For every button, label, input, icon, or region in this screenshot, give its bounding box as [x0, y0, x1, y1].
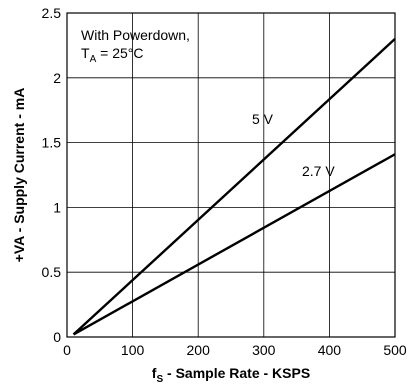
plot-frame	[66, 12, 396, 338]
x-tick-labels: 0 100 200 300 400 500	[63, 342, 407, 358]
annotation-line-1: With Powerdown,	[81, 27, 190, 43]
x-tick-label: 0	[63, 342, 71, 358]
y-tick-label: 1.5	[42, 135, 62, 151]
y-tick-labels: 0 0.5 1 1.5 2 2.5	[42, 5, 62, 345]
annotation-line-2: TA = 25°C	[81, 45, 143, 65]
x-tick-label: 400	[318, 342, 342, 358]
annotation-temp-value: = 25°C	[96, 45, 143, 61]
y-axis-label: +VA - Supply Current - mA	[11, 88, 27, 263]
y-tick-label: 1	[53, 199, 61, 215]
x-tick-label: 200	[187, 342, 211, 358]
y-tick-label: 0	[53, 329, 61, 345]
x-tick-label: 500	[383, 342, 407, 358]
series-labels: 5 V 2.7 V	[252, 111, 335, 179]
annotation-temp-symbol: T	[81, 45, 90, 61]
x-axis-label: fS - Sample Rate - KSPS	[152, 365, 310, 385]
x-tick-label: 100	[121, 342, 145, 358]
y-tick-label: 2	[53, 70, 61, 86]
series-lines	[72, 38, 396, 336]
x-axis-label-text: - Sample Rate - KSPS	[163, 365, 310, 381]
series-line	[72, 153, 396, 336]
grid	[67, 13, 395, 337]
series-line	[72, 38, 396, 336]
x-tick-label: 300	[252, 342, 276, 358]
series-label: 5 V	[252, 111, 274, 127]
y-tick-label: 2.5	[42, 5, 62, 21]
y-tick-label: 0.5	[42, 264, 62, 280]
x-axis-label-symbol: f	[152, 365, 157, 381]
x-axis-label-subscript: S	[156, 374, 163, 385]
annotation-temp-subscript: A	[90, 54, 97, 65]
series-label: 2.7 V	[302, 163, 335, 179]
